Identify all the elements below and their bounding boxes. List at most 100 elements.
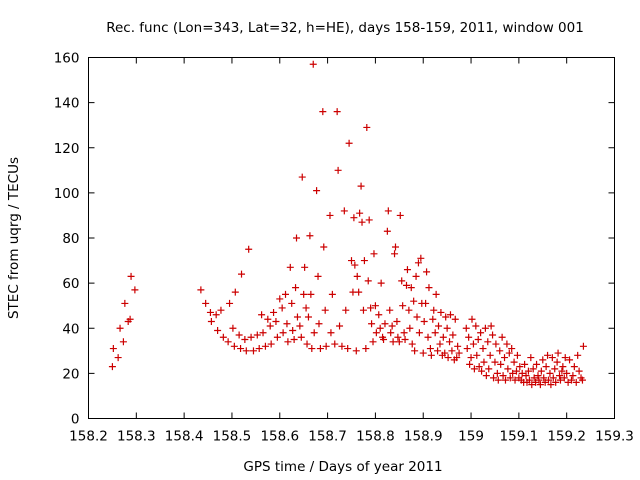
- data-point: [539, 356, 547, 364]
- data-point: [319, 108, 327, 116]
- data-point: [444, 354, 452, 362]
- data-point: [505, 349, 513, 357]
- data-point: [401, 336, 409, 344]
- data-point: [528, 381, 536, 389]
- data-point: [340, 207, 348, 215]
- data-point: [313, 187, 321, 195]
- data-point: [567, 376, 575, 384]
- data-point: [512, 367, 520, 375]
- data-point: [441, 349, 449, 357]
- x-tick-label: 158.7: [308, 429, 347, 445]
- data-point: [535, 376, 543, 384]
- data-point: [375, 311, 383, 319]
- data-point: [509, 369, 517, 377]
- data-point: [475, 363, 483, 371]
- y-tick-label: 40: [62, 321, 79, 337]
- data-point: [393, 317, 401, 325]
- data-point: [310, 329, 318, 337]
- data-point: [338, 342, 346, 350]
- data-point: [282, 290, 290, 298]
- data-point: [574, 351, 582, 359]
- data-point: [551, 365, 559, 373]
- data-point: [466, 360, 474, 368]
- data-point: [370, 250, 378, 258]
- data-point: [229, 324, 237, 332]
- data-point: [360, 257, 368, 265]
- data-point: [293, 234, 301, 242]
- data-point: [426, 345, 434, 353]
- data-point: [376, 324, 384, 332]
- data-point: [474, 336, 482, 344]
- data-point: [534, 372, 542, 380]
- y-axis-label: STEC from uqrg / TECUs: [6, 157, 22, 319]
- x-tick-label: 158.2: [69, 429, 108, 445]
- data-point: [407, 284, 415, 292]
- data-point: [423, 268, 431, 276]
- data-point: [449, 331, 457, 339]
- data-point: [331, 340, 339, 348]
- data-point: [558, 367, 566, 375]
- x-tick-label: 158.6: [260, 429, 299, 445]
- data-point: [508, 345, 516, 353]
- data-point: [469, 340, 477, 348]
- data-point: [524, 367, 532, 375]
- data-point: [247, 333, 255, 341]
- data-point: [506, 374, 514, 382]
- data-point: [455, 349, 463, 357]
- data-point: [367, 304, 375, 312]
- data-point: [126, 315, 134, 323]
- data-point: [560, 374, 568, 382]
- data-point: [289, 327, 297, 335]
- chart-title: Rec. func (Lon=343, Lat=32, h=HE), days …: [106, 20, 584, 36]
- x-tick-label: 159.1: [500, 429, 539, 445]
- data-point: [290, 336, 298, 344]
- data-point: [389, 338, 397, 346]
- data-points: [108, 60, 587, 389]
- data-point: [214, 327, 222, 335]
- data-point: [554, 349, 562, 357]
- data-point: [420, 317, 428, 325]
- data-point: [480, 358, 488, 366]
- data-point: [533, 360, 541, 368]
- data-point: [521, 360, 529, 368]
- data-point: [561, 354, 569, 362]
- data-point: [491, 358, 499, 366]
- data-point: [540, 374, 548, 382]
- data-point: [415, 329, 423, 337]
- y-tick-label: 80: [62, 231, 79, 247]
- data-point: [398, 277, 406, 285]
- data-point: [259, 329, 267, 337]
- data-point: [518, 369, 526, 377]
- data-point: [344, 345, 352, 353]
- data-point: [231, 288, 239, 296]
- data-point: [503, 340, 511, 348]
- data-point: [544, 351, 552, 359]
- y-tick-label: 0: [71, 412, 80, 428]
- data-point: [359, 306, 367, 314]
- data-point: [358, 218, 366, 226]
- data-point: [314, 272, 322, 280]
- data-point: [490, 374, 498, 382]
- data-point: [430, 306, 438, 314]
- data-point: [292, 284, 300, 292]
- data-point: [569, 372, 577, 380]
- data-point: [542, 363, 550, 371]
- data-point: [351, 261, 359, 269]
- data-point: [408, 340, 416, 348]
- data-point: [536, 381, 544, 389]
- data-point: [206, 308, 214, 316]
- data-point: [304, 313, 312, 321]
- data-point: [276, 295, 284, 303]
- data-point: [273, 333, 281, 341]
- data-point: [486, 351, 494, 359]
- data-point: [499, 372, 507, 380]
- data-point: [552, 378, 560, 386]
- data-point: [383, 227, 391, 235]
- data-point: [559, 363, 567, 371]
- data-point: [363, 123, 371, 131]
- data-point: [579, 342, 587, 350]
- x-tick-label: 158.3: [117, 429, 156, 445]
- data-point: [288, 299, 296, 307]
- data-point: [547, 381, 555, 389]
- y-tick-label: 100: [54, 186, 80, 202]
